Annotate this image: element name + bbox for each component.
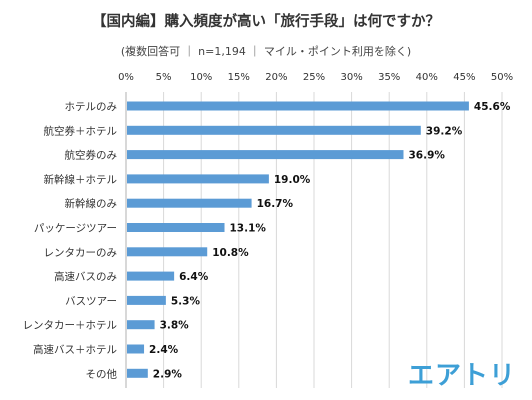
category-label: レンタカー＋ホテル	[23, 320, 118, 332]
bar	[127, 150, 404, 160]
bar	[127, 320, 155, 330]
category-label: ホテルのみ	[65, 101, 118, 113]
value-label: 10.8%	[212, 247, 249, 259]
x-tick-label: 15%	[228, 72, 250, 83]
value-label: 19.0%	[274, 174, 311, 186]
bar	[127, 101, 469, 111]
value-label: 16.7%	[257, 198, 294, 210]
bar	[127, 125, 421, 135]
bar	[127, 271, 175, 281]
value-label: 3.8%	[160, 320, 190, 332]
bar	[127, 174, 269, 184]
bar	[127, 368, 148, 378]
category-label: 新幹線のみ	[65, 197, 118, 210]
bar	[127, 247, 208, 257]
x-tick-label: 30%	[340, 72, 362, 83]
x-tick-label: 25%	[303, 72, 325, 83]
category-label: その他	[86, 367, 118, 380]
x-tick-label: 45%	[453, 72, 475, 83]
category-label: 高速バス＋ホテル	[33, 343, 117, 356]
value-label: 13.1%	[230, 223, 267, 235]
bar	[127, 198, 252, 208]
brand-logo: エアトリ	[408, 361, 517, 391]
x-tick-label: 40%	[416, 72, 438, 83]
category-label: パッケージツアー	[34, 223, 117, 235]
value-label: 36.9%	[408, 150, 445, 162]
value-label: 39.2%	[426, 125, 463, 137]
x-tick-label: 35%	[378, 72, 400, 83]
x-tick-label: 10%	[190, 72, 212, 83]
category-label: バスツアー	[65, 295, 117, 307]
value-label: 2.9%	[153, 368, 183, 380]
bar	[127, 295, 166, 305]
category-label: 航空券のみ	[65, 149, 118, 162]
value-label: 5.3%	[171, 295, 201, 307]
x-tick-label: 5%	[156, 72, 172, 83]
value-label: 6.4%	[179, 271, 209, 283]
x-tick-label: 20%	[265, 72, 287, 83]
value-label: 2.4%	[149, 344, 179, 356]
x-tick-label: 50%	[491, 72, 513, 83]
bar	[127, 344, 145, 354]
bar	[127, 223, 225, 232]
value-label: 45.6%	[474, 101, 511, 113]
chart-title: 【国内編】購入頻度が高い「旅行手段」は何ですか？	[92, 14, 440, 30]
category-label: レンタカーのみ	[44, 247, 118, 259]
x-tick-label: 0%	[118, 72, 134, 83]
category-label: 航空券＋ホテル	[44, 124, 118, 137]
category-label: 高速バスのみ	[54, 270, 117, 283]
category-label: 新幹線＋ホテル	[44, 173, 118, 186]
chart-subtitle: (複数回答可 ｜ n=1,194 ｜ マイル・ポイント利用を除く)	[120, 45, 412, 58]
